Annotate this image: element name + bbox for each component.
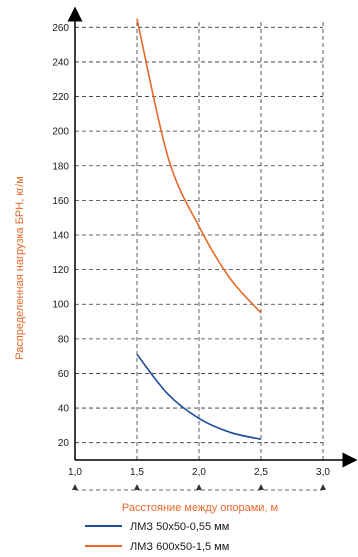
y-tick-label: 260: [52, 23, 69, 34]
axes: [67, 6, 358, 468]
y-tick-label: 80: [58, 334, 70, 345]
grid: [75, 22, 324, 460]
x-tick-label: 2,5: [254, 467, 268, 478]
y-tick-label: 120: [52, 265, 69, 276]
series-group: [136, 18, 262, 441]
x-tick-marker: [72, 484, 78, 490]
x-tick-marker: [196, 484, 202, 490]
x-tick-label: 1,0: [68, 467, 82, 478]
y-tick-label: 40: [58, 404, 70, 415]
x-tick-label: 2,0: [192, 467, 206, 478]
x-tick-marker: [258, 484, 264, 490]
x-tick-marker: [134, 484, 140, 490]
y-tick-label: 20: [58, 438, 70, 449]
x-tick-label: 3,0: [316, 467, 330, 478]
y-tick-label: 60: [58, 369, 70, 380]
y-tick-label: 200: [52, 127, 69, 138]
y-tick-label: 220: [52, 92, 69, 103]
y-tick-label: 180: [52, 161, 69, 172]
y-tick-label: 140: [52, 231, 69, 242]
series-line-2: [136, 18, 262, 314]
y-axis-label: Распределенная нагрузка БРН, кг/м: [14, 176, 26, 360]
x-tick-label: 1,5: [130, 467, 144, 478]
series-line-1: [136, 353, 262, 441]
y-tick-label: 240: [52, 57, 69, 68]
x-axis-ticks: 1,0 1,5 2,0 2,5 3,0: [68, 467, 330, 491]
legend-label-1: ЛМЗ 50х50-0,55 мм: [130, 521, 229, 533]
legend-label-2: ЛМЗ 600х50-1,5 мм: [130, 541, 229, 553]
y-tick-label: 100: [52, 300, 69, 311]
x-tick-marker: [320, 484, 326, 490]
legend: ЛМЗ 50х50-0,55 мм ЛМЗ 600х50-1,5 мм: [85, 521, 229, 553]
x-axis-label: Расстояние между опорами, м: [122, 502, 278, 514]
y-axis-ticks: 20 40 60 80 100 120 140 160 180 200 220 240 260: [52, 23, 69, 449]
y-tick-label: 160: [52, 196, 69, 207]
